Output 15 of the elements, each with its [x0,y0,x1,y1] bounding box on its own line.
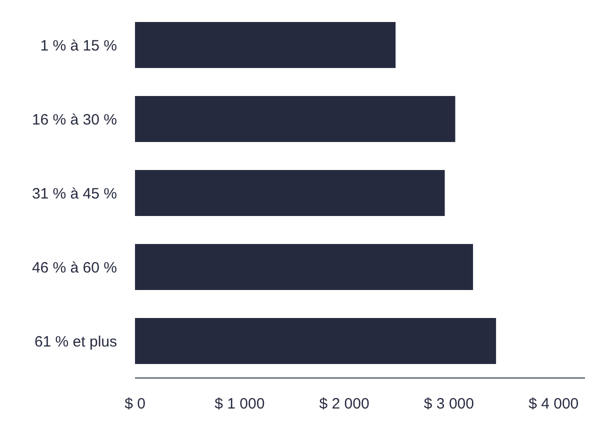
x-tick-label: $ 2 000 [319,396,370,413]
y-tick-label: 1 % à 15 % [40,37,117,54]
x-tick-label: $ 1 000 [214,396,265,413]
y-tick-label: 16 % à 30 % [32,111,117,128]
bar [135,318,496,364]
x-tick-label: $ 0 [124,396,146,413]
x-tick-label: $ 3 000 [424,396,474,413]
x-tick-label: $ 4 000 [528,396,579,413]
bar [135,96,456,142]
y-tick-label: 61 % et plus [34,333,117,350]
y-tick-label: 31 % à 45 % [32,185,117,202]
y-tick-label: 46 % à 60 % [32,259,117,276]
bar [135,244,474,290]
bar [135,22,396,68]
bar [135,170,445,216]
